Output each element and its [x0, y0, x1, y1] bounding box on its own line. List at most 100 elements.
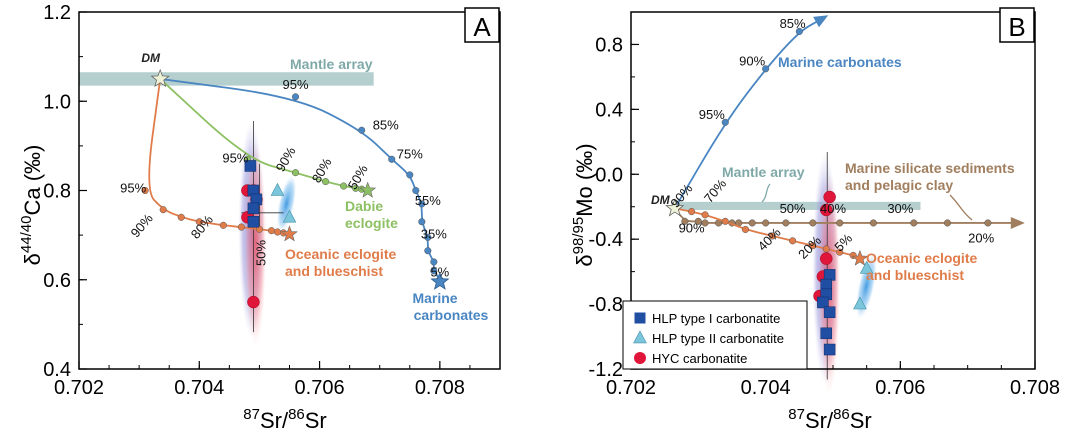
oceanic-curve-point	[741, 225, 750, 233]
curve-percentage-label: 95%	[120, 181, 146, 196]
panel-a-sample-markers	[241, 160, 297, 309]
curve-percentage-label: 85%	[780, 16, 806, 31]
hyc-carbonatite-marker	[823, 190, 836, 204]
panel-a-oceanic-label-line1: Oceanic eclogite	[285, 246, 396, 262]
oceanic-curve-point	[836, 248, 844, 256]
y-tick-label: 1.0	[43, 91, 71, 113]
curve-percentage-label: 40%	[820, 201, 846, 216]
dabie-curve-point	[291, 169, 300, 177]
silicate-curve-point	[809, 219, 817, 227]
silicate-curve-point	[681, 217, 689, 225]
x-tick-label: 0.704	[741, 377, 791, 399]
panel-a-mantle-array-label: Mantle array	[290, 56, 373, 72]
curve-percentage-label: 95%	[282, 77, 308, 92]
panel-b-x-axis-title: 87Sr/86Sr	[788, 406, 872, 433]
marine-curve-point	[430, 258, 438, 266]
marine-curve-point	[412, 186, 420, 195]
silicate-curve-point	[762, 219, 770, 227]
legend-label: HYC carbonatite	[652, 351, 747, 366]
legend-label: HLP type I carbonatite	[652, 311, 780, 326]
silicate-curve-point	[869, 219, 877, 227]
y-tick-label: 0.8	[595, 34, 623, 56]
oceanic-endmember-star	[851, 249, 869, 266]
marine-curve-point	[424, 233, 432, 241]
silicate-curve-point	[748, 219, 756, 227]
marine-curve-point	[721, 118, 729, 126]
hlp-type-ii-marker	[853, 296, 867, 310]
oceanic-curve-point	[721, 217, 729, 225]
panel-b-silicate-label-line2: and pelagic clay	[845, 177, 953, 193]
dm-star	[150, 68, 170, 88]
x-tick-label: 0.708	[1010, 377, 1060, 399]
panel-b-axes: 0.702 0.704 0.706 0.708 -1.2 -0.8 -0.4 0.0 0.4 0.…	[589, 11, 1060, 399]
oceanic-curve-point	[768, 232, 776, 240]
hlp-type-i-marker	[823, 306, 836, 318]
panel-a-label: A	[473, 12, 491, 42]
oceanic-curve-point	[195, 218, 203, 226]
silicate-curve-point	[694, 217, 702, 225]
hlp-type-i-marker	[820, 327, 833, 340]
hlp-type-i-marker	[247, 202, 260, 215]
y-tick-label: -0.8	[589, 294, 623, 316]
y-tick-label: 0.4	[43, 359, 71, 381]
mantle-array-band	[671, 201, 921, 210]
silicate-curve-point	[701, 219, 709, 227]
y-tick-label: 0.6	[43, 270, 71, 292]
panel-b-label: B	[1008, 12, 1025, 42]
panel-a-oceanic-label-line2: and blueschist	[285, 263, 383, 279]
marine-curve-point	[424, 247, 432, 255]
panel-b-oceanic-label-line2: and blueschist	[866, 267, 964, 283]
x-tick-label: 0.702	[606, 377, 656, 399]
dm-star	[665, 198, 685, 217]
curve-percentage-label: 90%	[679, 221, 705, 236]
legend: HLP type I carbonatite HLP type II carbon…	[622, 300, 808, 370]
hyc-carbonatite-marker	[820, 203, 833, 217]
y-tick-label: 1.2	[43, 2, 71, 24]
silicate-curve-point	[782, 219, 790, 227]
panel-b-silicate-label-line1: Marine silicate sediments	[845, 160, 1015, 176]
marine-curve-point	[430, 267, 438, 275]
panel-b-mantle-array-pointer	[761, 183, 771, 203]
oceanic-curve-point	[688, 208, 696, 216]
oceanic-curve-point	[701, 211, 709, 219]
curve-percentage-label: 80%	[309, 155, 335, 185]
curve-percentage-label: 70%	[701, 176, 729, 206]
panel-a-dabie-label-line2: eclogite	[345, 215, 398, 231]
panel-b-label-box	[999, 7, 1035, 43]
panel-b-y-axis-title: δ98/95Mo (‰)	[570, 143, 597, 266]
oceanic-endmember-star	[281, 225, 298, 242]
curve-percentage-label: 90%	[739, 54, 765, 69]
panel-a-mixing-curves	[141, 68, 450, 290]
oceanic-curve-point	[822, 245, 830, 253]
hlp-type-ii-marker	[282, 209, 297, 223]
oceanic-curve-point	[237, 223, 245, 231]
hlp-type-i-marker	[244, 160, 257, 172]
marine-curve-point	[795, 27, 803, 36]
panel-a-background-layer	[79, 72, 374, 348]
legend-marker-square	[634, 312, 646, 324]
panel-a-marine-label-line2: carbonates	[414, 307, 489, 323]
dabie-endmember-star	[359, 181, 377, 198]
legend-label: HLP type II carbonatite	[652, 331, 784, 346]
hlp-type-ii-marker	[859, 260, 874, 274]
panel-b: 85%90%95%90% 70%50% 40% 30%20%90% 40% 20% 5% 0…	[570, 7, 1060, 433]
curve-percentage-label: 50%	[780, 201, 806, 216]
dabie-curve-point	[340, 182, 348, 190]
marine-curve-point	[291, 93, 300, 101]
marine-curve-point	[762, 65, 770, 73]
panel-b-marine-label: Marine carbonates	[778, 54, 902, 70]
panel-a-marine-label-line1: Marine	[412, 290, 457, 306]
oceanic-curve-point	[177, 213, 185, 221]
panel-a-label-box	[464, 7, 500, 43]
oceanic-curve-point	[789, 237, 797, 245]
legend-marker-triangle	[633, 330, 647, 344]
silicate-curve-point	[836, 219, 844, 227]
silicate-curve-point	[984, 219, 992, 227]
x-tick-label: 0.706	[875, 377, 925, 399]
oceanic-curve-point	[159, 206, 167, 214]
panel-a-x-axis-title: 87Sr/86Sr	[243, 406, 327, 433]
hlp-type-ii-marker	[270, 182, 285, 196]
dabie-curve-point	[322, 178, 330, 186]
curve-percentage-label: 95%	[699, 107, 725, 122]
silicate-arrowhead	[1010, 216, 1025, 229]
